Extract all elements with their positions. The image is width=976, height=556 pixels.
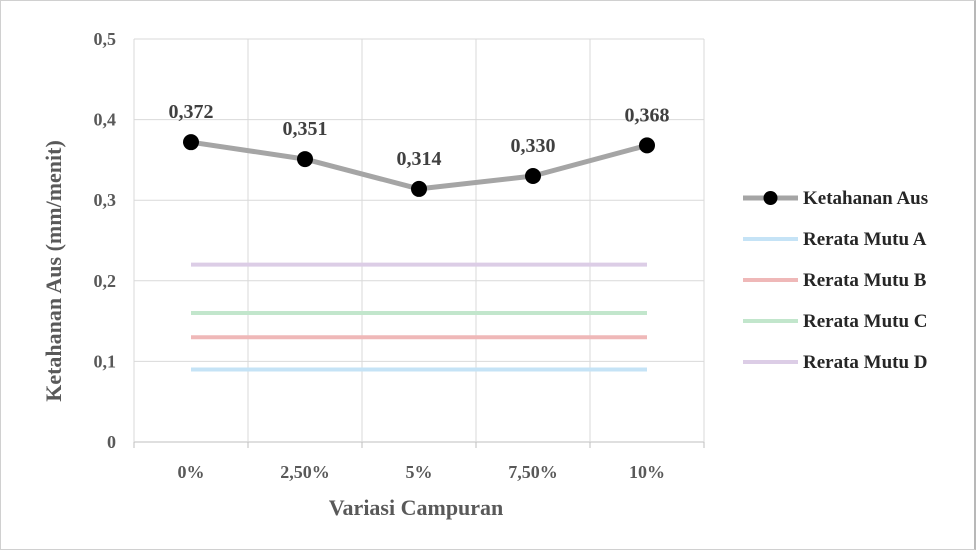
legend-label: Rerata Mutu A: [803, 229, 927, 250]
legend-label: Rerata Mutu C: [803, 311, 928, 332]
x-tick-label: 10%: [629, 462, 665, 482]
data-point: [183, 134, 199, 151]
data-point: [297, 151, 313, 168]
y-tick-label: 0: [107, 432, 116, 452]
x-tick-label: 2,50%: [280, 462, 330, 482]
data-label: 0,372: [169, 101, 214, 123]
y-tick-label: 0,2: [94, 271, 117, 291]
data-point: [411, 180, 427, 197]
data-point: [525, 168, 541, 185]
main-series: 0,372 0,351 0,314 0,330 0,368: [169, 101, 670, 197]
legend-marker-ketahanan-aus: [763, 191, 778, 205]
y-axis-title: Ketahanan Aus (mm/menit): [41, 140, 66, 402]
y-tick-label: 0,4: [94, 110, 117, 130]
data-label: 0,351: [283, 118, 328, 140]
data-point: [639, 137, 655, 154]
legend-label: Ketahanan Aus: [803, 188, 928, 209]
x-tick-label: 5%: [406, 462, 433, 482]
y-tick-label: 0,1: [94, 351, 117, 371]
y-tick-label: 0,3: [94, 190, 117, 210]
x-tick-label: 7,50%: [508, 462, 558, 482]
data-label: 0,314: [397, 148, 442, 170]
legend-label: Rerata Mutu D: [803, 352, 928, 373]
gridlines: [133, 38, 705, 448]
legend-label: Rerata Mutu B: [803, 270, 927, 291]
data-label: 0,330: [511, 135, 556, 157]
legend: Ketahanan Aus Rerata Mutu A Rerata Mutu B R…: [743, 188, 928, 373]
x-axis-title: Variasi Campuran: [329, 495, 504, 520]
x-tick-label: 0%: [178, 462, 205, 482]
data-label: 0,368: [625, 104, 670, 126]
reference-lines: [191, 262, 647, 372]
y-tick-label: 0,5: [94, 29, 117, 49]
tick-labels: 0 0,1 0,2 0,3 0,4 0,5 0% 2,50% 5% 7,50% 10%: [94, 29, 666, 482]
